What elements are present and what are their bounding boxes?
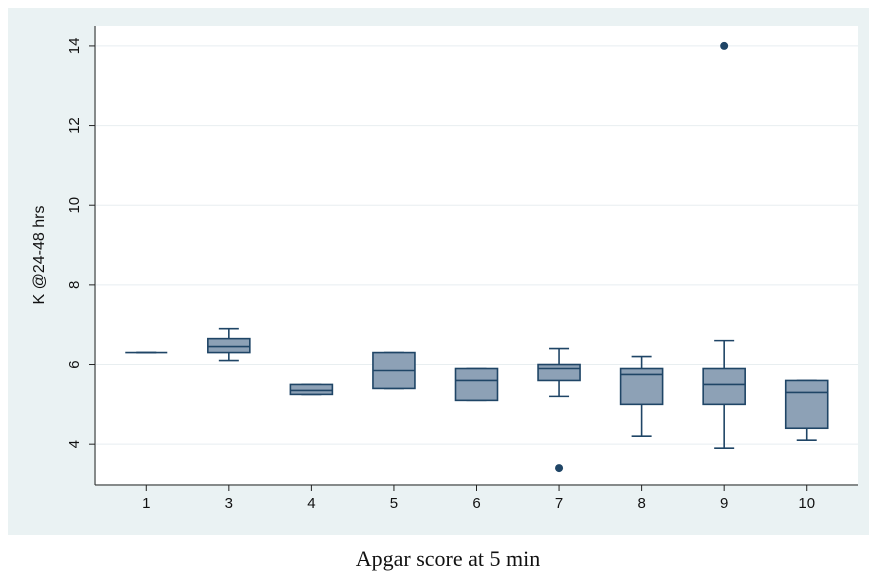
- x-tick-label: 10: [798, 495, 815, 512]
- x-tick-label: 8: [637, 495, 645, 512]
- x-tick-label: 5: [390, 495, 398, 512]
- x-tick-label: 1: [142, 495, 150, 512]
- box: [702, 367, 746, 406]
- box: [784, 379, 829, 430]
- box: [537, 363, 581, 382]
- outlier: [720, 41, 729, 50]
- plot-area: [96, 26, 858, 484]
- x-tick-label: 7: [555, 495, 563, 512]
- y-tick-label: 14: [66, 38, 83, 55]
- y-axis-title: K @24-48 hrs: [31, 206, 48, 305]
- x-tick-label: 6: [472, 495, 480, 512]
- x-tick-label: 9: [720, 495, 728, 512]
- y-tick-label: 10: [66, 197, 83, 214]
- box: [454, 367, 499, 402]
- x-tick-label: 4: [307, 495, 315, 512]
- x-axis-title: Apgar score at 5 min: [356, 546, 541, 571]
- box: [207, 337, 251, 354]
- y-tick-label: 12: [66, 117, 83, 134]
- x-tick-label: 3: [225, 495, 233, 512]
- y-tick-label: 8: [66, 281, 83, 289]
- outlier: [555, 464, 564, 473]
- y-tick-label: 6: [66, 360, 83, 368]
- y-tick-label: 4: [66, 440, 83, 448]
- box: [289, 383, 334, 396]
